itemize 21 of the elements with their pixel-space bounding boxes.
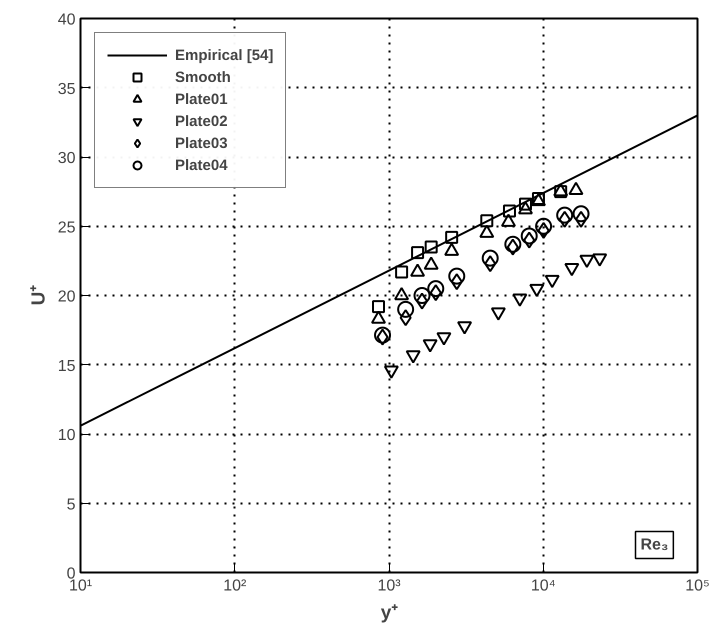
x-tick-label: 10⁵ (685, 578, 710, 594)
x-axis-title: y⁺ (380, 602, 398, 624)
y-tick-label: 35 (58, 80, 76, 98)
legend-label: Plate02 (175, 112, 228, 130)
legend-label: Plate01 (175, 90, 228, 108)
y-tick-label: 5 (66, 496, 76, 514)
y-tick-label: 40 (58, 12, 76, 28)
legend-label: Smooth (175, 68, 231, 86)
x-tick-label: 10² (223, 578, 247, 594)
annotation: Re₃ (640, 536, 668, 554)
x-tick-label: 10⁴ (530, 578, 556, 594)
y-tick-label: 10 (58, 427, 76, 444)
legend-label: Plate03 (175, 134, 228, 152)
y-tick-label: 25 (58, 219, 76, 236)
y-tick-label: 15 (58, 358, 76, 375)
x-tick-label: 10³ (377, 578, 402, 594)
legend-label: Empirical [54] (175, 46, 274, 64)
legend-label: Plate04 (175, 156, 228, 174)
y-axis-title: U⁺ (28, 284, 50, 306)
y-tick-label: 30 (58, 150, 76, 167)
y-tick-label: 20 (58, 288, 76, 306)
